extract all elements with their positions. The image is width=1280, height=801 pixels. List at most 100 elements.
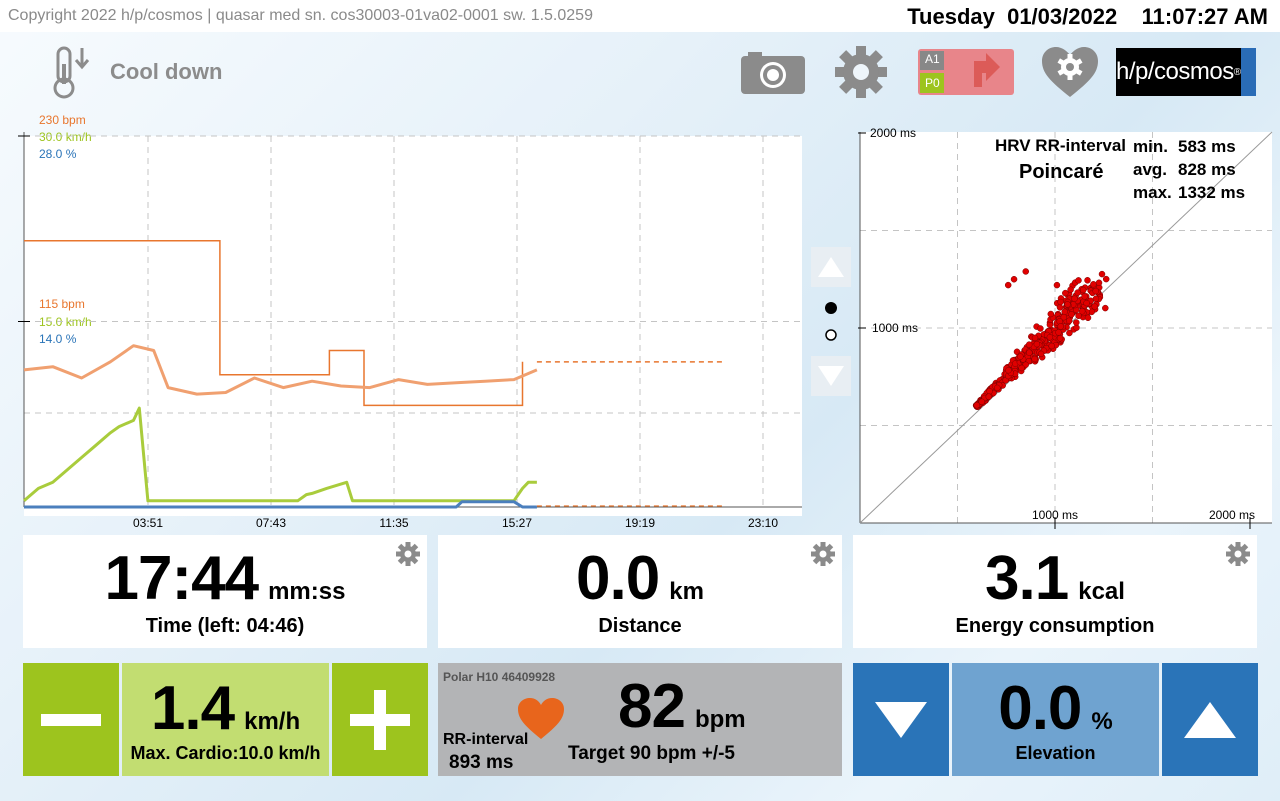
gear-icon [835, 46, 887, 98]
rr-point [1083, 299, 1090, 307]
rr-point [1057, 298, 1064, 306]
elevation-display: 0.0% Elevation [952, 663, 1159, 776]
page-indicator-active [825, 302, 837, 314]
hrv-subtitle: Poincaré [1019, 161, 1104, 183]
chart-scroll-down-button[interactable] [811, 356, 851, 396]
time-tile[interactable]: 17:44 mm:ss Time (left: 04:46) [23, 535, 427, 648]
camera-button[interactable] [740, 44, 806, 100]
triangle-down-icon [818, 366, 844, 386]
gear-icon[interactable] [395, 541, 421, 567]
heart-rate-panel[interactable]: Polar H10 46409928 RR-interval 893 ms 82… [438, 663, 842, 776]
time-unit: mm:ss [268, 578, 346, 605]
heart-rate-target: Target 90 bpm +/-5 [568, 743, 736, 764]
speed-unit: km/h [244, 708, 301, 735]
rr-point [1102, 304, 1109, 312]
y-top-hr-label: 230 bpm [39, 113, 86, 127]
rr-point [1068, 311, 1075, 318]
profile-button[interactable]: A1 P0 [918, 44, 1014, 100]
heart-rate-unit: bpm [694, 706, 746, 733]
phase-label: Cool down [110, 59, 223, 84]
rr-point [1074, 289, 1081, 296]
logo-stripe [1240, 48, 1256, 96]
rr-point [1031, 355, 1038, 363]
x-tick-label-3: 15:27 [502, 516, 532, 530]
rr-point [1033, 340, 1041, 348]
heart-gear-icon [1042, 47, 1098, 97]
brand-logo: h/p/cosmos ® [1116, 48, 1256, 96]
rr-interval-value: 893 ms [449, 752, 514, 773]
time-caption: Time (left: 04:46) [145, 615, 305, 637]
profile-a-label: A1 [925, 52, 940, 66]
rr-point [1061, 308, 1068, 316]
y-top-speed-label: 30.0 km/h [39, 130, 92, 144]
rr-point [1047, 310, 1055, 318]
rr-point [1098, 270, 1106, 278]
speed-caption: Max. Cardio:10.0 km/h [130, 743, 321, 763]
triangle-down-icon [875, 701, 927, 738]
energy-tile[interactable]: 3.1 kcal Energy consumption [853, 535, 1257, 648]
rr-point [1062, 289, 1069, 297]
hrv-avg-value: 828 ms [1178, 160, 1236, 179]
rr-point [1084, 314, 1092, 322]
energy-unit: kcal [1078, 578, 1125, 605]
thermometer-down-icon [53, 46, 90, 99]
rr-point [1075, 312, 1082, 320]
gear-icon[interactable] [1225, 541, 1251, 567]
rr-point [973, 401, 981, 409]
poincare-plot: 2000 ms 1000 ms 1000 ms 2000 ms [854, 124, 1278, 529]
rr-point [1056, 335, 1064, 342]
rr-point [1060, 313, 1068, 321]
settings-button[interactable] [832, 44, 890, 100]
distance-unit: km [669, 578, 704, 605]
heart-rate-value: 82 [618, 672, 686, 741]
elevation-decrease-button[interactable] [853, 663, 949, 776]
rr-point [994, 384, 1001, 392]
speed-control: 1.4 km/h Max. Cardio:10.0 km/h [23, 663, 428, 776]
rr-point [1075, 277, 1082, 284]
rr-point [1025, 341, 1033, 348]
poincare-chart: 2000 ms 1000 ms 1000 ms 2000 ms [854, 126, 1273, 529]
poincare-y-label-1000: 1000 ms [872, 321, 918, 335]
elevation-series [24, 500, 537, 509]
hrv-min-label: min. [1133, 137, 1168, 156]
chart-scroll-up-button[interactable] [811, 247, 851, 287]
rr-point [1102, 275, 1110, 283]
hr-sensor-name: Polar H10 46409928 [443, 670, 556, 684]
y-mid-speed-label: 15.0 km/h [39, 315, 92, 329]
distance-caption: Distance [598, 615, 682, 637]
rr-point [1048, 342, 1055, 350]
plus-icon [350, 689, 410, 750]
rr-point [986, 387, 993, 395]
training-chart: 230 bpm 30.0 km/h 28.0 % 115 bpm 15.0 km… [0, 110, 810, 535]
speed-display: 1.4 km/h Max. Cardio:10.0 km/h [122, 663, 329, 776]
rr-point [1017, 353, 1024, 360]
speed-decrease-button[interactable] [23, 663, 119, 776]
distance-tile[interactable]: 0.0 km Distance [438, 535, 842, 648]
heart-rate-series [23, 344, 538, 396]
heart-settings-button[interactable] [1040, 44, 1100, 100]
rr-point [1022, 268, 1029, 275]
speed-increase-button[interactable] [332, 663, 428, 776]
rr-point [1073, 319, 1080, 326]
energy-caption: Energy consumption [955, 615, 1155, 637]
page-indicator-inactive[interactable] [824, 328, 838, 342]
x-tick-label-2: 11:35 [379, 516, 408, 530]
x-tick-label-5: 23:10 [748, 516, 778, 530]
camera-icon [741, 52, 805, 94]
profile-a1-p0-icon [918, 49, 1014, 95]
rr-point [1010, 276, 1018, 283]
elevation-increase-button[interactable] [1162, 663, 1258, 776]
logo-trademark: ® [1233, 66, 1241, 78]
rr-point [1064, 301, 1071, 308]
triangle-up-icon [1184, 701, 1236, 738]
hrv-max-label: max. [1133, 183, 1172, 202]
rr-point [1066, 329, 1073, 337]
speed-series [23, 406, 537, 503]
rr-point [1065, 317, 1073, 325]
time-value: 17:44 [104, 544, 260, 613]
profile-p-label: P0 [925, 76, 940, 90]
copyright-text: Copyright 2022 h/p/cosmos | quasar med s… [8, 7, 593, 24]
gear-icon[interactable] [810, 541, 836, 567]
rr-point [1031, 334, 1039, 342]
rr-point [1067, 286, 1074, 293]
